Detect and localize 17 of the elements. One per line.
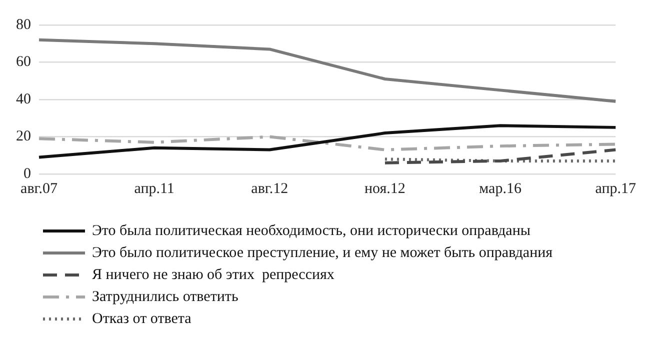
x-tick-label: апр.17 [595,180,636,197]
x-tick-label: апр.11 [134,180,174,197]
y-tick-label: 80 [16,16,31,33]
legend-label: Отказ от ответа [92,310,192,328]
x-tick-label: авг.12 [251,180,288,197]
line-series [38,135,618,152]
legend-label: Я ничего не знаю об этих репрессиях [92,266,334,284]
x-tick-label: авг.07 [20,180,58,197]
y-tick-label: 0 [24,166,31,182]
legend-label: Это было политическое преступление, и ему не может быть оправдания [92,244,553,262]
legend-label: Это была политическая необходимость, они исторически оправданы [92,222,530,240]
x-tick-label: ноя.12 [364,180,406,197]
y-tick-label: 20 [16,128,31,145]
y-tick-label: 60 [16,54,31,70]
legend-label: Затруднились ответить [92,288,238,306]
x-tick-label: мар.16 [479,180,522,197]
y-tick-label: 40 [16,91,31,108]
